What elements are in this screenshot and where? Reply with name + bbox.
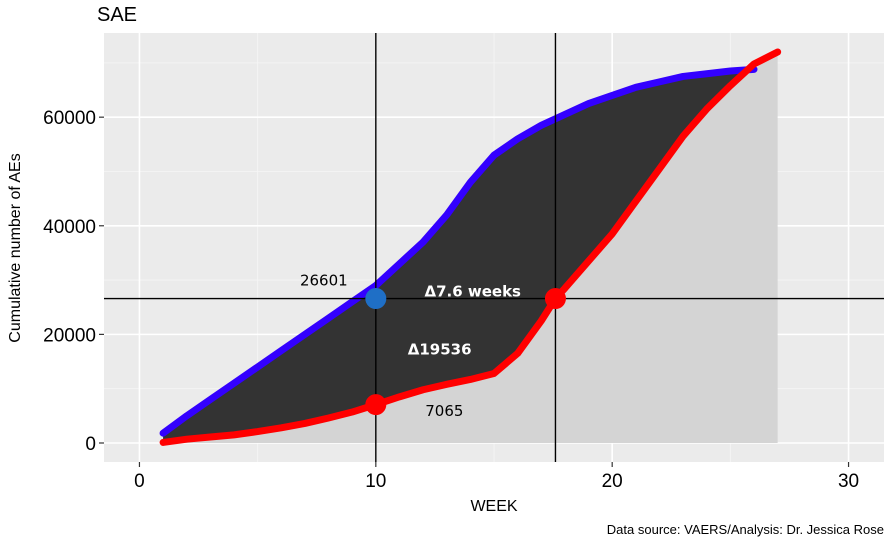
marker-points bbox=[365, 288, 566, 416]
filled-band bbox=[163, 63, 754, 443]
marker-point bbox=[544, 288, 566, 310]
y-axis-label: Cumulative number of AEs bbox=[7, 153, 24, 342]
x-tick-label: 10 bbox=[365, 471, 386, 492]
marker-point bbox=[365, 394, 387, 416]
upper-series-line bbox=[159, 65, 758, 437]
marker-point bbox=[365, 288, 387, 310]
y-tick-label: 20000 bbox=[43, 325, 96, 346]
x-tick-label: 20 bbox=[602, 471, 623, 492]
series-lines bbox=[159, 48, 782, 446]
y-tick-label: 0 bbox=[85, 434, 96, 455]
annotations: 26601 Δ7.6 weeks Δ19536 7065 bbox=[300, 272, 521, 420]
y-tick-label: 60000 bbox=[43, 108, 96, 129]
y-tick-label: 40000 bbox=[43, 217, 96, 238]
reference-lines bbox=[104, 33, 884, 462]
data-source-caption: Data source: VAERS/Analysis: Dr. Jessica… bbox=[607, 522, 884, 537]
annotation-label: 26601 bbox=[300, 272, 348, 290]
x-axis-label: WEEK bbox=[470, 498, 517, 515]
chart-title: SAE bbox=[97, 4, 137, 26]
y-axis-ticks: 0 20000 40000 60000 bbox=[43, 108, 104, 455]
annotation-label: Δ7.6 weeks bbox=[424, 282, 521, 300]
x-axis-ticks: 0 10 20 30 bbox=[134, 462, 859, 492]
x-tick-label: 0 bbox=[134, 471, 145, 492]
lower-series-line bbox=[159, 48, 782, 446]
annotation-label: 7065 bbox=[425, 402, 463, 420]
between-series-band bbox=[163, 63, 754, 443]
x-tick-label: 30 bbox=[838, 471, 859, 492]
annotation-label: Δ19536 bbox=[408, 340, 472, 358]
